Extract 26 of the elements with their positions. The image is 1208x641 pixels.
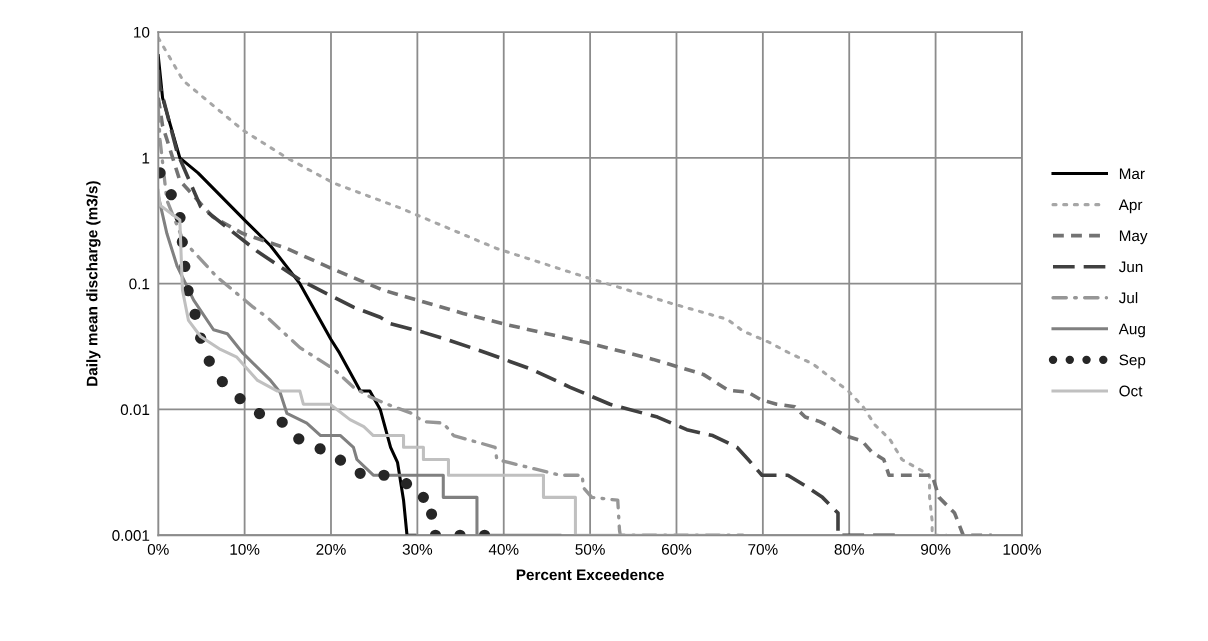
legend-label: Sep: [1119, 354, 1146, 369]
x-tick-label: 20%: [316, 543, 346, 555]
x-tick-label: 90%: [921, 543, 951, 555]
legend-label: Aug: [1118, 323, 1145, 338]
x-axis-title: Percent Exceedence: [516, 568, 664, 581]
x-tick-label: 0%: [147, 543, 169, 555]
x-tick-label: 100%: [1003, 543, 1041, 555]
x-tick-label: 30%: [402, 543, 433, 555]
legend-label: Mar: [1119, 168, 1145, 180]
y-tick-label: 0.001: [112, 530, 150, 541]
legend-label: May: [1119, 230, 1148, 245]
x-tick-label: 70%: [748, 543, 778, 555]
x-tick-label: 80%: [834, 543, 864, 555]
x-tick-label: 10%: [230, 543, 260, 555]
y-axis-title: Daily mean discharge (m3/s): [86, 181, 101, 386]
legend-label: Jun: [1118, 261, 1143, 273]
legend-label: Oct: [1119, 385, 1143, 397]
x-tick-label: 50%: [575, 543, 605, 555]
y-tick-label: 10: [134, 26, 150, 38]
y-tick-label: 0.1: [129, 278, 150, 290]
legend-label: Apr: [1118, 199, 1143, 214]
legend-label: Jul: [1118, 292, 1138, 304]
x-tick-label: 40%: [488, 543, 519, 555]
y-tick-label: 0.01: [120, 404, 150, 416]
x-tick-label: 60%: [661, 543, 692, 555]
y-tick-label: 1: [142, 152, 150, 164]
